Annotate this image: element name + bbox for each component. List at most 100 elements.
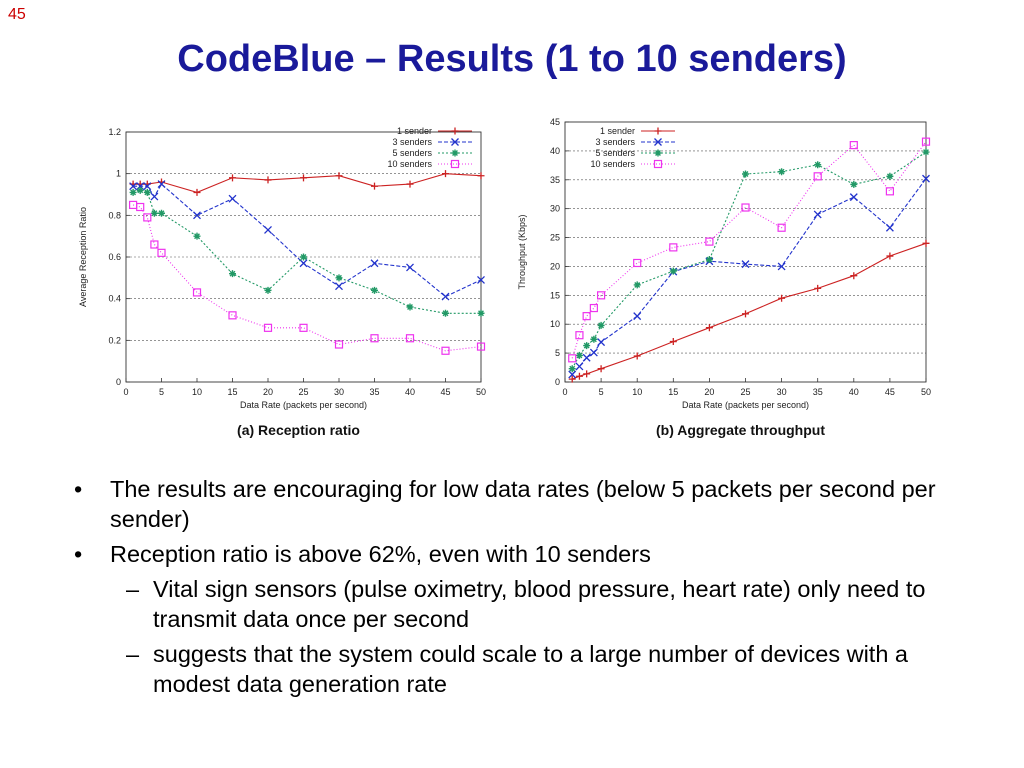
- data-point-x: [597, 338, 606, 347]
- x-tick-label: 15: [668, 387, 678, 397]
- data-point-star: [477, 309, 485, 317]
- bullet-item: • The results are encouraging for low da…: [70, 474, 950, 534]
- data-point-x: [406, 263, 414, 272]
- x-tick-label: 50: [921, 387, 931, 397]
- dash-marker: –: [126, 641, 140, 667]
- data-point-x: [441, 292, 450, 301]
- y-tick-label: 0.8: [108, 210, 121, 220]
- x-tick-label: 40: [405, 387, 415, 397]
- data-point-x: [157, 180, 166, 189]
- y-tick-label: 45: [550, 117, 560, 127]
- x-tick-label: 45: [885, 387, 895, 397]
- data-point-square: [150, 240, 159, 249]
- y-tick-label: 0: [116, 377, 121, 387]
- data-point-square: [405, 334, 415, 343]
- data-point-plus: [477, 172, 485, 180]
- bullet-list: • The results are encouraging for low da…: [70, 474, 950, 704]
- x-tick-label: 0: [562, 387, 567, 397]
- data-point-square: [136, 202, 145, 212]
- data-point-x: [451, 138, 459, 146]
- series-line: [132, 189, 481, 314]
- data-point-square: [849, 141, 858, 150]
- x-tick-label: 15: [227, 387, 237, 397]
- data-point-plus: [568, 375, 576, 383]
- data-point-star: [150, 209, 158, 217]
- bullet-item: • Reception ratio is above 62%, even wit…: [70, 539, 950, 569]
- data-point-square: [589, 303, 598, 313]
- bullet-text: The results are encouraging for low data…: [110, 476, 936, 532]
- chart-caption: (b) Aggregate throughput: [656, 422, 825, 438]
- series-line: [133, 173, 482, 193]
- data-point-plus: [922, 239, 930, 247]
- legend-label: 5 senders: [595, 148, 635, 158]
- data-point-star: [654, 149, 662, 157]
- series-line: [571, 151, 927, 369]
- series-line: [133, 183, 482, 298]
- x-tick-label: 10: [192, 387, 202, 397]
- data-point-plus: [371, 182, 378, 190]
- data-point-x: [193, 211, 201, 220]
- legend-label: 10 senders: [387, 159, 432, 169]
- data-point-x: [813, 210, 822, 219]
- data-point-plus: [778, 294, 786, 302]
- y-tick-label: 25: [550, 233, 560, 243]
- plot-frame: [125, 131, 482, 383]
- data-point-x: [849, 193, 858, 202]
- legend-label: 1 sender: [397, 126, 432, 136]
- data-point-star: [922, 148, 930, 156]
- data-point-square: [450, 159, 460, 169]
- x-tick-label: 10: [632, 387, 642, 397]
- data-point-plus: [300, 174, 307, 182]
- x-tick-label: 35: [369, 387, 379, 397]
- chart-caption: (a) Reception ratio: [237, 422, 360, 438]
- data-point-square: [813, 172, 822, 181]
- y-tick-label: 5: [555, 348, 560, 358]
- data-point-x: [654, 138, 662, 146]
- data-point-star: [264, 286, 272, 294]
- data-point-star: [406, 303, 414, 311]
- data-point-x: [582, 353, 591, 362]
- data-point-star: [451, 149, 459, 157]
- data-point-star: [886, 172, 894, 180]
- data-point-square: [228, 311, 237, 320]
- data-point-x: [299, 259, 308, 268]
- data-point-star: [568, 365, 576, 373]
- data-point-square: [582, 312, 591, 321]
- series-line: [132, 204, 482, 352]
- data-point-x: [264, 225, 272, 234]
- data-point-square: [192, 288, 202, 297]
- y-axis-label: Average Reception Ratio: [78, 207, 88, 307]
- data-point-plus: [229, 174, 236, 182]
- series-line: [571, 178, 927, 375]
- data-point-square: [741, 203, 750, 212]
- data-point-x: [575, 362, 584, 371]
- data-point-square: [568, 354, 577, 363]
- data-point-plus: [442, 170, 449, 178]
- x-tick-label: 25: [298, 387, 308, 397]
- y-tick-label: 1.2: [108, 127, 121, 137]
- data-point-square: [143, 213, 152, 222]
- x-axis-label: Data Rate (packets per second): [682, 400, 809, 410]
- data-point-x: [228, 194, 237, 203]
- x-tick-label: 5: [599, 387, 604, 397]
- bullet-text: Reception ratio is above 62%, even with …: [110, 541, 651, 567]
- data-point-star: [705, 256, 713, 264]
- x-tick-label: 30: [777, 387, 787, 397]
- reception-ratio-chart: 0 0.2 0.4 0.6 0.8 1 1.2 0 5 10 15 20 25 30 35 40 45 50 Dat…: [78, 126, 486, 438]
- data-point-square: [370, 334, 379, 343]
- data-point-plus: [850, 272, 858, 280]
- data-point-plus: [742, 310, 749, 318]
- y-tick-label: 20: [550, 261, 560, 271]
- data-point-star: [633, 281, 641, 289]
- data-point-x: [633, 312, 642, 321]
- data-point-x: [335, 282, 343, 291]
- sub-bullet-text: suggests that the system could scale to …: [153, 641, 909, 697]
- data-point-square: [777, 223, 786, 232]
- data-point-square: [476, 342, 486, 351]
- data-point-square: [596, 291, 606, 300]
- data-point-plus: [583, 370, 591, 378]
- data-point-square: [157, 248, 166, 257]
- data-point-square: [575, 331, 584, 340]
- data-point-star: [742, 170, 749, 178]
- x-tick-label: 20: [263, 387, 273, 397]
